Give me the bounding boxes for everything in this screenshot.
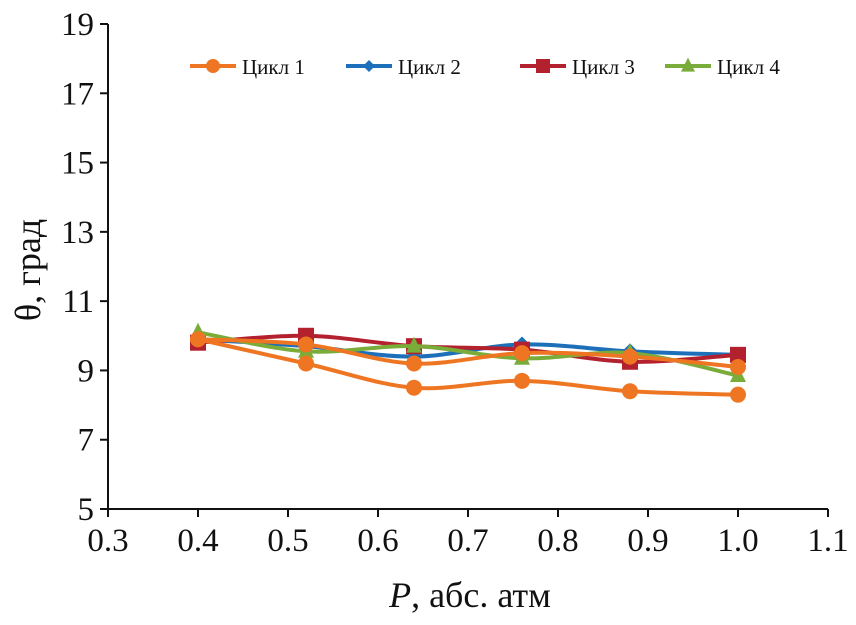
series-line [197, 337, 739, 397]
data-point [406, 355, 422, 372]
series-line [197, 333, 739, 364]
legend-label: Цикл 3 [572, 55, 635, 79]
data-point [406, 379, 422, 396]
data-point [514, 345, 530, 362]
data-point [298, 355, 314, 372]
series-line [197, 337, 739, 369]
data-point [298, 336, 314, 353]
data-point [363, 60, 375, 72]
x-tick-label: 0.7 [447, 523, 488, 559]
legend-label: Цикл 4 [717, 55, 780, 79]
x-axis-variable: P [388, 575, 411, 615]
legend-item: Цикл 4 [665, 55, 780, 79]
y-tick-label: 19 [61, 7, 94, 43]
data-point [190, 331, 206, 348]
x-tick-label: 1.0 [717, 523, 758, 559]
data-point [206, 59, 220, 73]
y-tick-label: 9 [78, 353, 95, 389]
x-tick-label: 1.1 [807, 523, 848, 559]
x-tick-label: 0.6 [357, 523, 398, 559]
y-axis-label: θ, град [8, 219, 48, 321]
x-tick-label: 0.3 [87, 523, 128, 559]
data-point [730, 386, 746, 403]
y-tick-label: 13 [61, 215, 94, 251]
data-point [514, 372, 530, 389]
legend-item: Цикл 3 [520, 55, 635, 79]
data-point [406, 336, 422, 353]
data-point [730, 346, 746, 363]
y-tick-label: 17 [61, 76, 94, 112]
series-line [197, 330, 739, 378]
series-extra [190, 331, 746, 375]
data-point [622, 383, 638, 400]
data-point [536, 59, 550, 73]
x-tick-label: 0.5 [267, 523, 308, 559]
y-tick-label: 15 [61, 146, 94, 182]
x-tick-label: 0.9 [627, 523, 668, 559]
y-tick-label: 11 [62, 284, 94, 320]
data-point [622, 348, 638, 365]
data-point [730, 358, 746, 375]
x-tick-label: 0.4 [177, 523, 218, 559]
x-axis-units: , абс. атм [411, 575, 551, 615]
legend-label: Цикл 1 [242, 55, 305, 79]
legend-label: Цикл 2 [398, 55, 461, 79]
legend-item: Цикл 2 [346, 55, 461, 79]
y-tick-label: 5 [78, 492, 95, 528]
data-point [681, 57, 695, 72]
legend-item: Цикл 1 [190, 55, 305, 79]
x-axis-label: P, абс. атм [388, 575, 551, 615]
x-tick-label: 0.8 [537, 523, 578, 559]
y-tick-label: 7 [78, 423, 95, 459]
